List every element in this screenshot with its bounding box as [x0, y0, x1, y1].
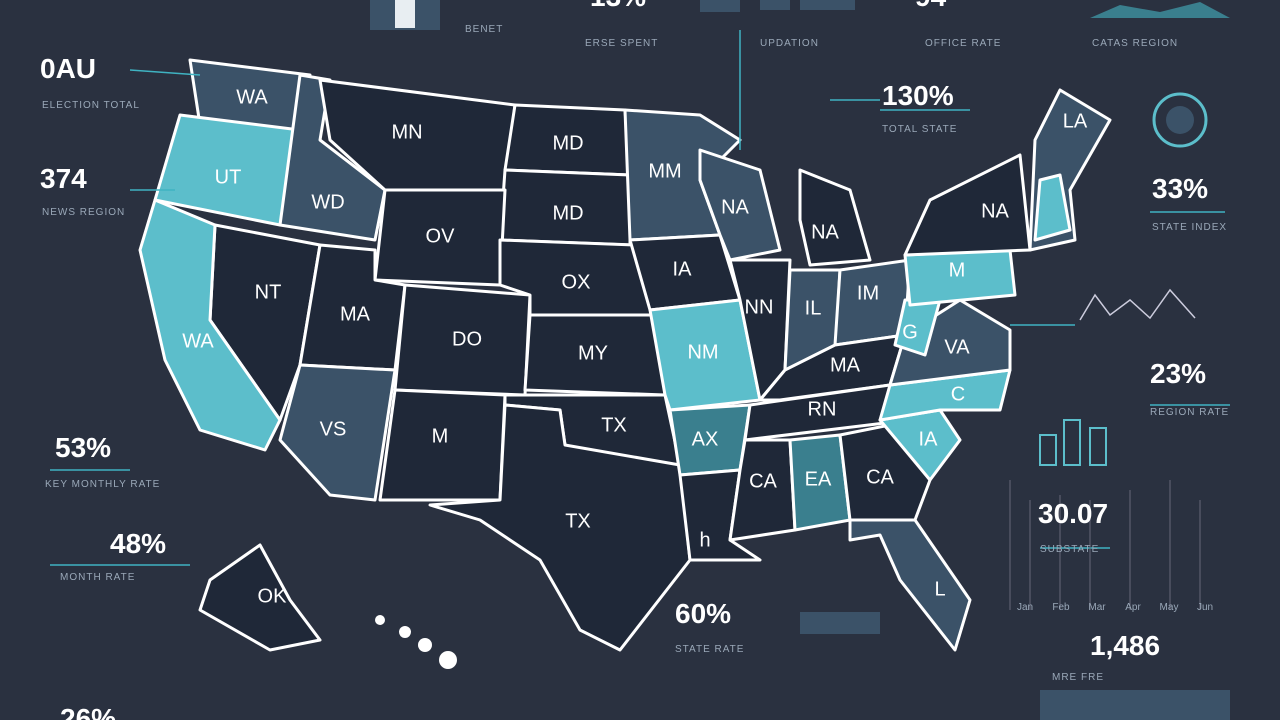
state-label: NA: [981, 200, 1009, 222]
stat-caption: MRE FRE: [1052, 672, 1104, 683]
state-label: TX: [601, 414, 627, 436]
state: [428, 403, 692, 652]
stat-caption: TOTAL STATE: [882, 124, 957, 135]
stat-value: 53%: [55, 432, 111, 463]
state-label: OV: [426, 225, 456, 247]
state-label: G: [902, 321, 918, 343]
state-label: MM: [648, 160, 681, 182]
stat-caption: OFFICE RATE: [925, 38, 1001, 49]
state-label: NN: [745, 296, 774, 318]
state-label: EA: [805, 468, 832, 490]
brand: BENET: [465, 24, 503, 35]
stat-value: 23%: [1150, 358, 1206, 389]
state: [848, 518, 972, 652]
state: [1033, 173, 1072, 242]
stat-value: 26%: [60, 703, 116, 720]
state-label: VA: [944, 336, 970, 358]
state-label: TX: [565, 510, 591, 532]
state-label: CA: [749, 470, 777, 492]
state: [138, 198, 282, 452]
state-label: WA: [236, 86, 268, 108]
us-map: [138, 58, 1112, 669]
state-label: VS: [320, 418, 347, 440]
state: [198, 543, 322, 652]
state-label: IA: [919, 428, 939, 450]
state-label: WD: [311, 191, 344, 213]
stat-caption: STATE INDEX: [1152, 222, 1227, 233]
state: [278, 363, 397, 502]
stat-caption: STATE RATE: [675, 644, 744, 655]
state: [838, 423, 932, 522]
decorations: [370, 0, 1230, 720]
state-label: OK: [258, 585, 288, 607]
state: [888, 298, 1012, 387]
island: [418, 638, 432, 652]
stat-caption: ERSE SPENT: [585, 38, 658, 49]
stat-value: 94: [915, 0, 947, 12]
state-label: DO: [452, 328, 482, 350]
stat-value: 13%: [590, 0, 646, 12]
stat-value: 30.07: [1038, 498, 1108, 529]
leader-lines: [50, 30, 1230, 566]
state: [648, 298, 762, 412]
state-label: MY: [578, 342, 608, 364]
stat-value: 48%: [110, 528, 166, 559]
state-label: MA: [340, 303, 371, 325]
stat-caption: MONTH RATE: [60, 572, 135, 583]
state-label: LA: [1063, 110, 1088, 132]
state-label: OX: [562, 271, 591, 293]
state-label: M: [432, 425, 449, 447]
state-label: MA: [830, 354, 861, 376]
header-caption: UPDATION: [760, 38, 819, 49]
state-label: CA: [866, 466, 894, 488]
stat-caption: SUBSTATE: [1040, 544, 1099, 555]
state-label: UT: [215, 166, 242, 188]
stat-value: 33%: [1152, 173, 1208, 204]
axis-label: Jan: [1017, 602, 1033, 613]
stat-value: 0AU: [40, 53, 96, 84]
stat-caption: REGION RATE: [1150, 407, 1229, 418]
island: [439, 651, 457, 669]
island: [375, 615, 385, 625]
state-label: NA: [811, 221, 839, 243]
axis-label: Mar: [1088, 602, 1106, 613]
stat-value: 1,486: [1090, 630, 1160, 661]
state-label: IL: [805, 297, 822, 319]
state-label: C: [951, 383, 965, 405]
island: [399, 626, 411, 638]
state-label: WA: [182, 330, 214, 352]
axis-label: Feb: [1052, 602, 1070, 613]
state-label: MD: [552, 202, 583, 224]
stat-caption: ELECTION TOTAL: [42, 100, 140, 111]
stat-caption: KEY MONTHLY RATE: [45, 479, 160, 490]
stat-value: 374: [40, 163, 87, 194]
state-label: L: [934, 578, 945, 600]
state-label: MN: [391, 121, 422, 143]
stat-value: 130%: [882, 80, 954, 111]
state-label: IM: [857, 282, 879, 304]
state-label: MD: [552, 132, 583, 154]
state-label: RN: [808, 398, 837, 420]
state-label: NA: [721, 196, 749, 218]
state: [678, 468, 762, 562]
state-label: NM: [687, 341, 718, 363]
state-label: M: [949, 259, 966, 281]
state-label: IA: [673, 258, 693, 280]
state-label: NT: [255, 281, 282, 303]
stat-value: 60%: [675, 598, 731, 629]
state: [798, 168, 872, 267]
state-label: AX: [692, 428, 719, 450]
state-label: h: [699, 529, 710, 551]
axis-label: May: [1160, 602, 1179, 613]
axis-label: Apr: [1125, 602, 1141, 613]
stat-caption: NEWS REGION: [42, 207, 125, 218]
axis-label: Jun: [1197, 602, 1213, 613]
state: [728, 438, 797, 542]
header-caption: CATAS REGION: [1092, 38, 1178, 49]
